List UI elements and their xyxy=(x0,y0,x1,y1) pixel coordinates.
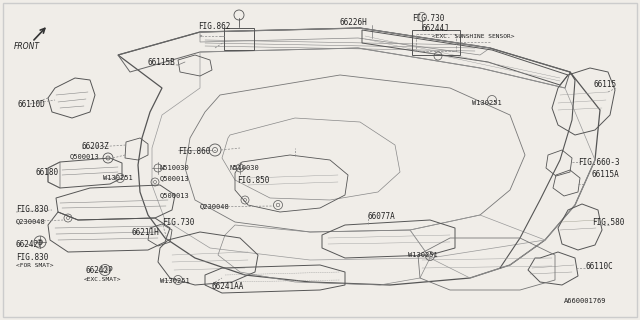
Text: <EXC.SMAT>: <EXC.SMAT> xyxy=(84,277,122,282)
Text: 66110C: 66110C xyxy=(586,262,614,271)
Text: <EXC. SUNSHINE SENSOR>: <EXC. SUNSHINE SENSOR> xyxy=(432,34,515,39)
Text: W130251: W130251 xyxy=(103,175,132,181)
Text: 66077A: 66077A xyxy=(368,212,396,221)
Text: FIG.860: FIG.860 xyxy=(178,147,211,156)
Text: 66115B: 66115B xyxy=(148,58,176,67)
Text: 66115A: 66115A xyxy=(592,170,620,179)
Text: Q500013: Q500013 xyxy=(70,153,100,159)
Text: Q230048: Q230048 xyxy=(200,203,230,209)
Text: W130251: W130251 xyxy=(160,278,189,284)
Text: Q500013: Q500013 xyxy=(160,192,189,198)
Bar xyxy=(224,28,254,50)
Text: N510030: N510030 xyxy=(230,165,260,171)
Text: 66115: 66115 xyxy=(594,80,617,89)
Text: 66242P: 66242P xyxy=(16,240,44,249)
Text: FIG.830: FIG.830 xyxy=(16,205,49,214)
Text: FIG.730: FIG.730 xyxy=(162,218,195,227)
Text: 66203Z: 66203Z xyxy=(82,142,109,151)
Text: 66211H: 66211H xyxy=(132,228,160,237)
Text: <FOR SMAT>: <FOR SMAT> xyxy=(16,263,54,268)
Text: Q230048: Q230048 xyxy=(16,218,45,224)
Text: 66242P: 66242P xyxy=(86,266,114,275)
Text: W130251: W130251 xyxy=(408,252,438,258)
Text: FIG.830: FIG.830 xyxy=(16,253,49,262)
Text: FIG.850: FIG.850 xyxy=(237,176,269,185)
Text: FRONT: FRONT xyxy=(14,42,40,51)
Text: W130251: W130251 xyxy=(472,100,502,106)
Text: 66241AA: 66241AA xyxy=(212,282,244,291)
Text: 66110D: 66110D xyxy=(18,100,45,109)
Text: 66180: 66180 xyxy=(36,168,59,177)
Text: N510030: N510030 xyxy=(160,165,189,171)
Text: FIG.730: FIG.730 xyxy=(412,14,444,23)
Text: Q500013: Q500013 xyxy=(160,175,189,181)
Text: FIG.660-3: FIG.660-3 xyxy=(578,158,620,167)
Text: FIG.580: FIG.580 xyxy=(592,218,625,227)
Text: FIG.862: FIG.862 xyxy=(198,22,230,31)
Text: 66244J: 66244J xyxy=(422,24,450,33)
Text: 66226H: 66226H xyxy=(340,18,368,27)
Text: A660001769: A660001769 xyxy=(564,298,607,304)
Bar xyxy=(416,34,456,51)
